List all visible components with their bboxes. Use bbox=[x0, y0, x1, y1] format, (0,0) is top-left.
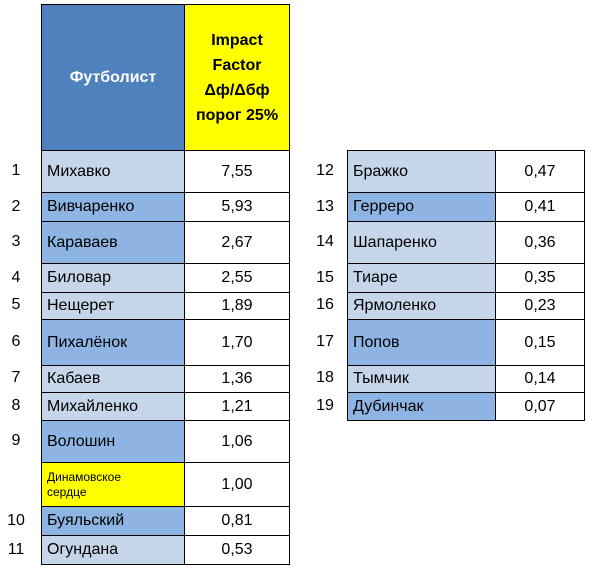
row-number: 9 bbox=[11, 432, 21, 449]
row-number: 14 bbox=[316, 233, 334, 250]
row-number: 19 bbox=[316, 397, 334, 414]
impact-value: 0,41 bbox=[495, 192, 585, 222]
player-name: Ярмоленко bbox=[347, 292, 496, 320]
player-name: Бражко bbox=[347, 150, 496, 193]
player-name: Нещерет bbox=[41, 292, 185, 320]
player-name: Тымчик bbox=[347, 365, 496, 393]
header-impact-line2: Factor bbox=[212, 56, 262, 74]
player-name: Волошин bbox=[41, 420, 185, 463]
impact-value: 0,07 bbox=[495, 392, 585, 421]
player-name: Дубинчак bbox=[347, 392, 496, 421]
player-name: Караваев bbox=[41, 221, 185, 264]
row-number: 5 bbox=[11, 296, 21, 313]
impact-value: 1,70 bbox=[184, 319, 290, 366]
row-number: 10 bbox=[7, 512, 25, 529]
impact-value: 1,06 bbox=[184, 420, 290, 463]
player-name: Буяльский bbox=[41, 506, 185, 536]
impact-value: 2,55 bbox=[184, 263, 290, 293]
impact-value: 0,53 bbox=[184, 535, 290, 565]
impact-value: 1,21 bbox=[184, 392, 290, 421]
player-name: Кабаев bbox=[41, 365, 185, 393]
row-number: 12 bbox=[316, 162, 334, 179]
row-number: 17 bbox=[316, 333, 334, 350]
impact-value: 0,14 bbox=[495, 365, 585, 393]
player-name: Герреро bbox=[347, 192, 496, 222]
row-number: 16 bbox=[316, 296, 334, 313]
impact-value: 7,55 bbox=[184, 150, 290, 193]
player-name: Пихалёнок bbox=[41, 319, 185, 366]
row-number: 3 bbox=[11, 233, 21, 250]
row-number: 2 bbox=[11, 198, 21, 215]
row-number: 6 bbox=[11, 333, 21, 350]
row-number: 11 bbox=[7, 541, 25, 558]
player-name-dynamo-heart: Динамовское сердце bbox=[41, 462, 185, 507]
header-impact-line4: порог 25% bbox=[195, 106, 279, 124]
impact-value: 5,93 bbox=[184, 192, 290, 222]
header-player-label: Футболист bbox=[69, 68, 157, 86]
impact-value: 1,36 bbox=[184, 365, 290, 393]
player-name: Огундана bbox=[41, 535, 185, 565]
impact-value: 0,81 bbox=[184, 506, 290, 536]
impact-value: 0,23 bbox=[495, 292, 585, 320]
impact-value: 0,15 bbox=[495, 319, 585, 366]
player-name: Вивчаренко bbox=[41, 192, 185, 222]
impact-value: 0,36 bbox=[495, 221, 585, 264]
impact-value: 0,47 bbox=[495, 150, 585, 193]
header-impact-line3: Δф/Δбф bbox=[204, 81, 270, 99]
player-name: Биловар bbox=[41, 263, 185, 293]
player-name: Михавко bbox=[41, 150, 185, 193]
impact-value: 2,67 bbox=[184, 221, 290, 264]
row-number: 8 bbox=[11, 397, 21, 414]
row-number: 4 bbox=[11, 269, 21, 286]
row-number: 1 bbox=[11, 162, 21, 179]
impact-value: 1,89 bbox=[184, 292, 290, 320]
impact-value: 0,35 bbox=[495, 263, 585, 293]
row-number: 18 bbox=[316, 369, 334, 386]
header-impact-line1: Impact bbox=[211, 31, 263, 49]
player-name: Михайленко bbox=[41, 392, 185, 421]
row-number: 15 bbox=[316, 269, 334, 286]
row-number: 13 bbox=[316, 198, 334, 215]
player-name: Тиаре bbox=[347, 263, 496, 293]
player-name: Шапаренко bbox=[347, 221, 496, 264]
player-name: Попов bbox=[347, 319, 496, 366]
impact-value: 1,00 bbox=[184, 462, 290, 507]
header-player-cell: Футболист bbox=[41, 4, 185, 151]
header-impact-cell: Impact Factor Δф/Δбф порог 25% bbox=[184, 4, 290, 151]
row-number: 7 bbox=[11, 369, 21, 386]
